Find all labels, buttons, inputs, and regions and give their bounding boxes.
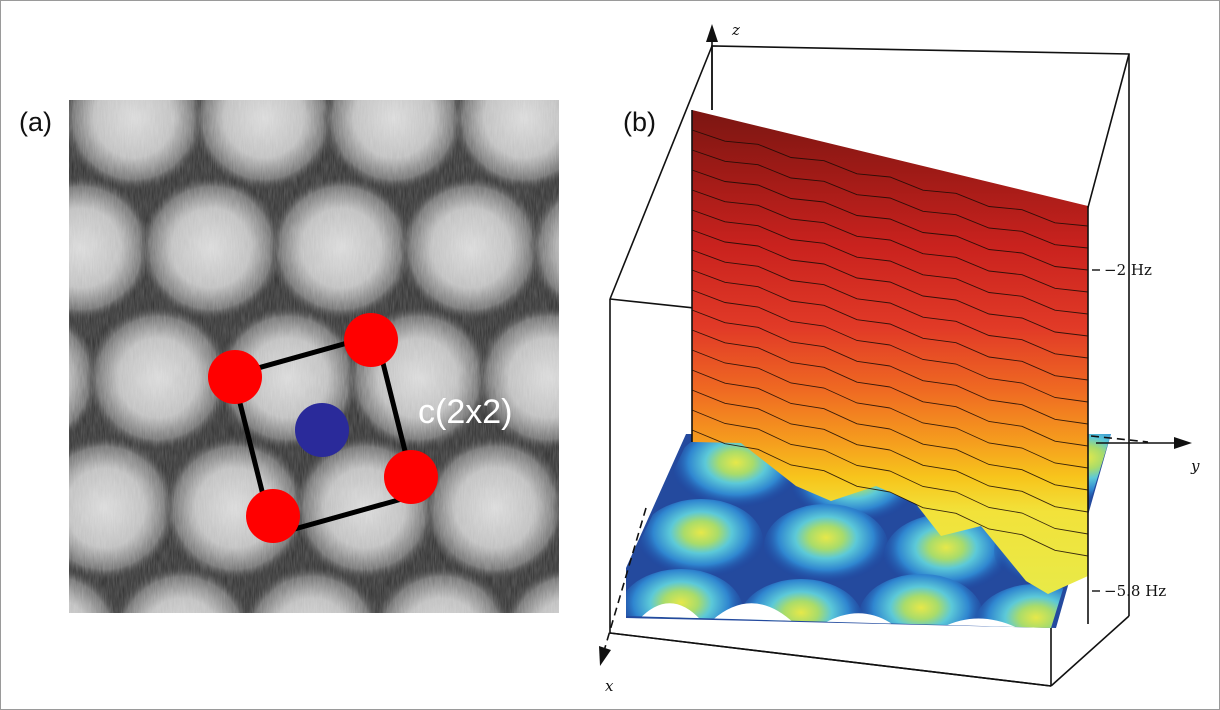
corner-atom [384,450,438,504]
contour-line [691,309,1089,425]
corner-atom [208,350,262,404]
surface-maximum [859,574,983,628]
z-axis-label: z [731,21,740,39]
contour-line [691,429,1089,557]
scale-top-label: −2 Hz [1104,261,1152,279]
contour-line [691,349,1089,469]
frequency-shift-slice [692,110,1088,594]
stm-image: c(2x2) [69,100,559,613]
contour-line [691,329,1089,447]
contour-line [691,169,1089,271]
x-axis-label: x [605,677,614,695]
surface-maximum [764,504,888,588]
y-axis-label: y [1190,457,1200,475]
contour-line [691,149,1089,249]
contour-line [691,129,1089,227]
contour-line [691,249,1089,359]
contour-line [691,269,1089,381]
contour-line [691,409,1089,535]
corner-atom [344,313,398,367]
x-axis-arrow [599,646,611,666]
contour-line [691,189,1089,293]
unit-cell-label: c(2x2) [418,393,512,431]
center-atom [295,403,349,457]
surface-maximum [639,499,763,583]
corner-atom [246,489,300,543]
panel-a-label: (a) [19,107,52,137]
z-axis-arrow [706,24,718,42]
contour-line [691,229,1089,337]
contour-line [691,389,1089,513]
contour-line [691,369,1089,491]
scale-bottom-label: −5.8 Hz [1104,582,1166,600]
panel-b-label: (b) [623,107,656,137]
contour-line [691,289,1089,403]
x-axis-line [603,507,647,652]
3d-plot: z y x −2 Hz −5.8 Hz [599,21,1200,695]
y-axis-arrow [1174,437,1192,449]
contour-line [691,209,1089,315]
